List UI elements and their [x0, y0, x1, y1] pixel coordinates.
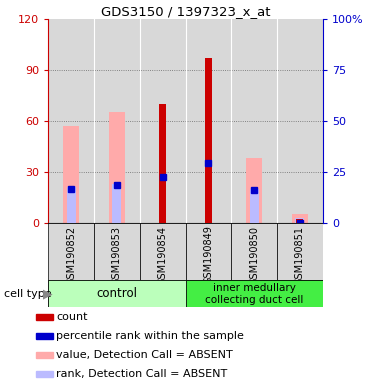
Bar [109, 113, 125, 223]
Bar [66, 187, 76, 223]
Text: GSM190851: GSM190851 [295, 226, 305, 285]
Bar [94, 19, 140, 223]
Bar [140, 19, 186, 223]
Bar [36, 333, 53, 339]
Bar [186, 19, 231, 223]
Text: rank, Detection Call = ABSENT: rank, Detection Call = ABSENT [56, 369, 227, 379]
Text: GSM190854: GSM190854 [158, 226, 168, 285]
Text: GSM190850: GSM190850 [249, 226, 259, 285]
Text: cell type: cell type [4, 289, 51, 299]
Text: value, Detection Call = ABSENT: value, Detection Call = ABSENT [56, 350, 233, 360]
Bar [48, 280, 186, 307]
Text: count: count [56, 312, 88, 322]
Bar [246, 158, 262, 223]
Bar [36, 371, 53, 377]
Text: control: control [96, 287, 137, 300]
Bar [292, 214, 308, 223]
Bar [140, 223, 186, 280]
Text: ▶: ▶ [43, 287, 52, 300]
Bar [186, 223, 231, 280]
Bar [277, 19, 323, 223]
Bar [186, 280, 323, 307]
Bar [205, 58, 212, 223]
Bar [36, 352, 53, 358]
Bar [231, 223, 277, 280]
Bar [63, 126, 79, 223]
Title: GDS3150 / 1397323_x_at: GDS3150 / 1397323_x_at [101, 5, 270, 18]
Bar [231, 19, 277, 223]
Text: inner medullary
collecting duct cell: inner medullary collecting duct cell [205, 283, 303, 305]
Bar [48, 223, 94, 280]
Text: percentile rank within the sample: percentile rank within the sample [56, 331, 244, 341]
Bar [250, 189, 259, 223]
Text: GSM190853: GSM190853 [112, 226, 122, 285]
Text: GSM190849: GSM190849 [203, 226, 213, 285]
Bar [48, 19, 94, 223]
Bar [94, 223, 140, 280]
Bar [296, 219, 303, 223]
Bar [159, 104, 166, 223]
Bar [295, 218, 305, 223]
Text: GSM190852: GSM190852 [66, 226, 76, 285]
Bar [36, 314, 53, 320]
Bar [277, 223, 323, 280]
Bar [112, 184, 121, 223]
